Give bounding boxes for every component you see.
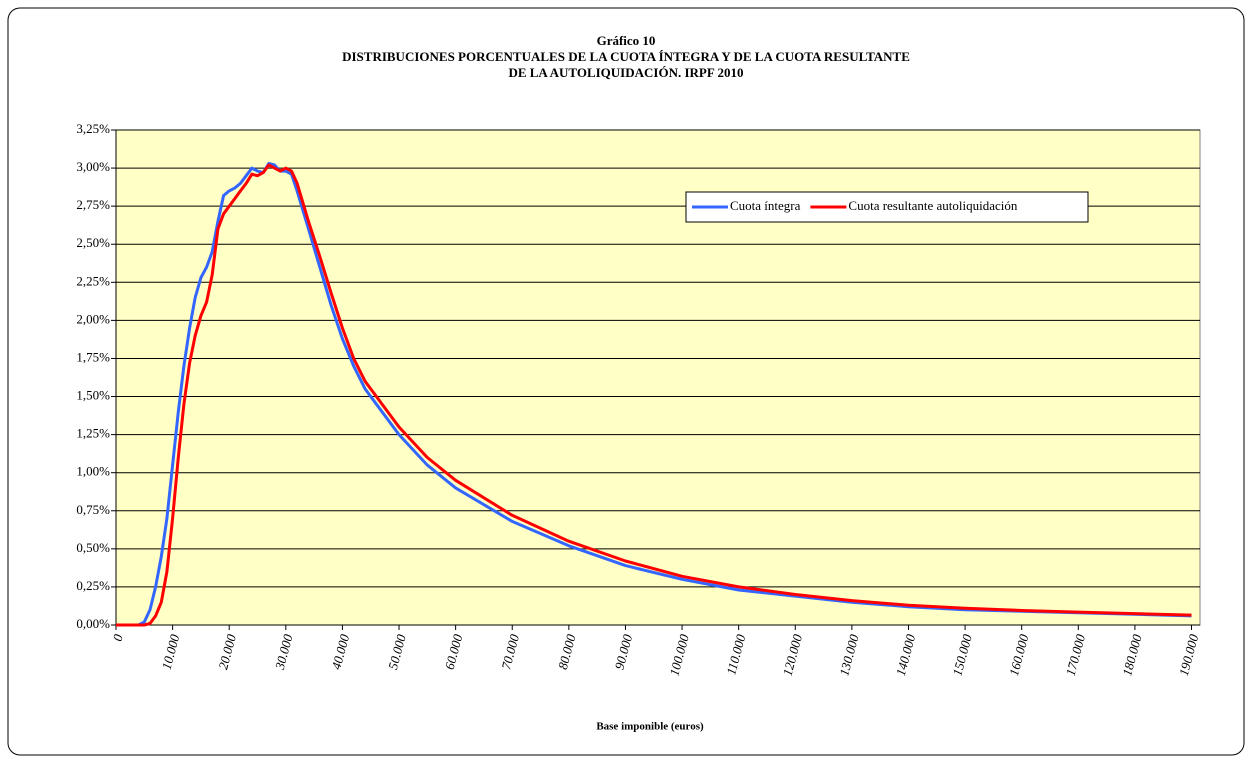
chart-subtitle: DE LA AUTOLIQUIDACIÓN. IRPF 2010 bbox=[508, 65, 743, 80]
y-tick-label: 2,25% bbox=[76, 273, 110, 288]
y-tick-label: 3,25% bbox=[76, 121, 110, 136]
y-tick-label: 1,75% bbox=[76, 349, 110, 364]
y-tick-label: 2,75% bbox=[76, 197, 110, 212]
y-tick-label: 2,50% bbox=[76, 235, 110, 250]
y-tick-label: 0,50% bbox=[76, 540, 110, 555]
x-tick-label: 0 bbox=[110, 632, 126, 643]
legend-label: Cuota íntegra bbox=[730, 198, 801, 213]
chart-title: Gráfico 10 bbox=[597, 33, 656, 48]
y-tick-label: 3,00% bbox=[76, 159, 110, 174]
y-tick-label: 1,25% bbox=[76, 426, 110, 441]
y-tick-label: 0,00% bbox=[76, 616, 110, 631]
chart-subtitle: DISTRIBUCIONES PORCENTUALES DE LA CUOTA … bbox=[342, 49, 910, 64]
y-tick-label: 1,50% bbox=[76, 388, 110, 403]
legend bbox=[685, 191, 1089, 223]
x-axis-label: Base imponible (euros) bbox=[596, 721, 704, 733]
y-tick-label: 1,00% bbox=[76, 464, 110, 479]
y-tick-label: 2,00% bbox=[76, 311, 110, 326]
y-tick-label: 0,25% bbox=[76, 578, 110, 593]
series-line bbox=[116, 163, 1192, 627]
legend-label: Cuota resultante autoliquidación bbox=[848, 198, 1017, 213]
y-tick-label: 0,75% bbox=[76, 502, 110, 517]
